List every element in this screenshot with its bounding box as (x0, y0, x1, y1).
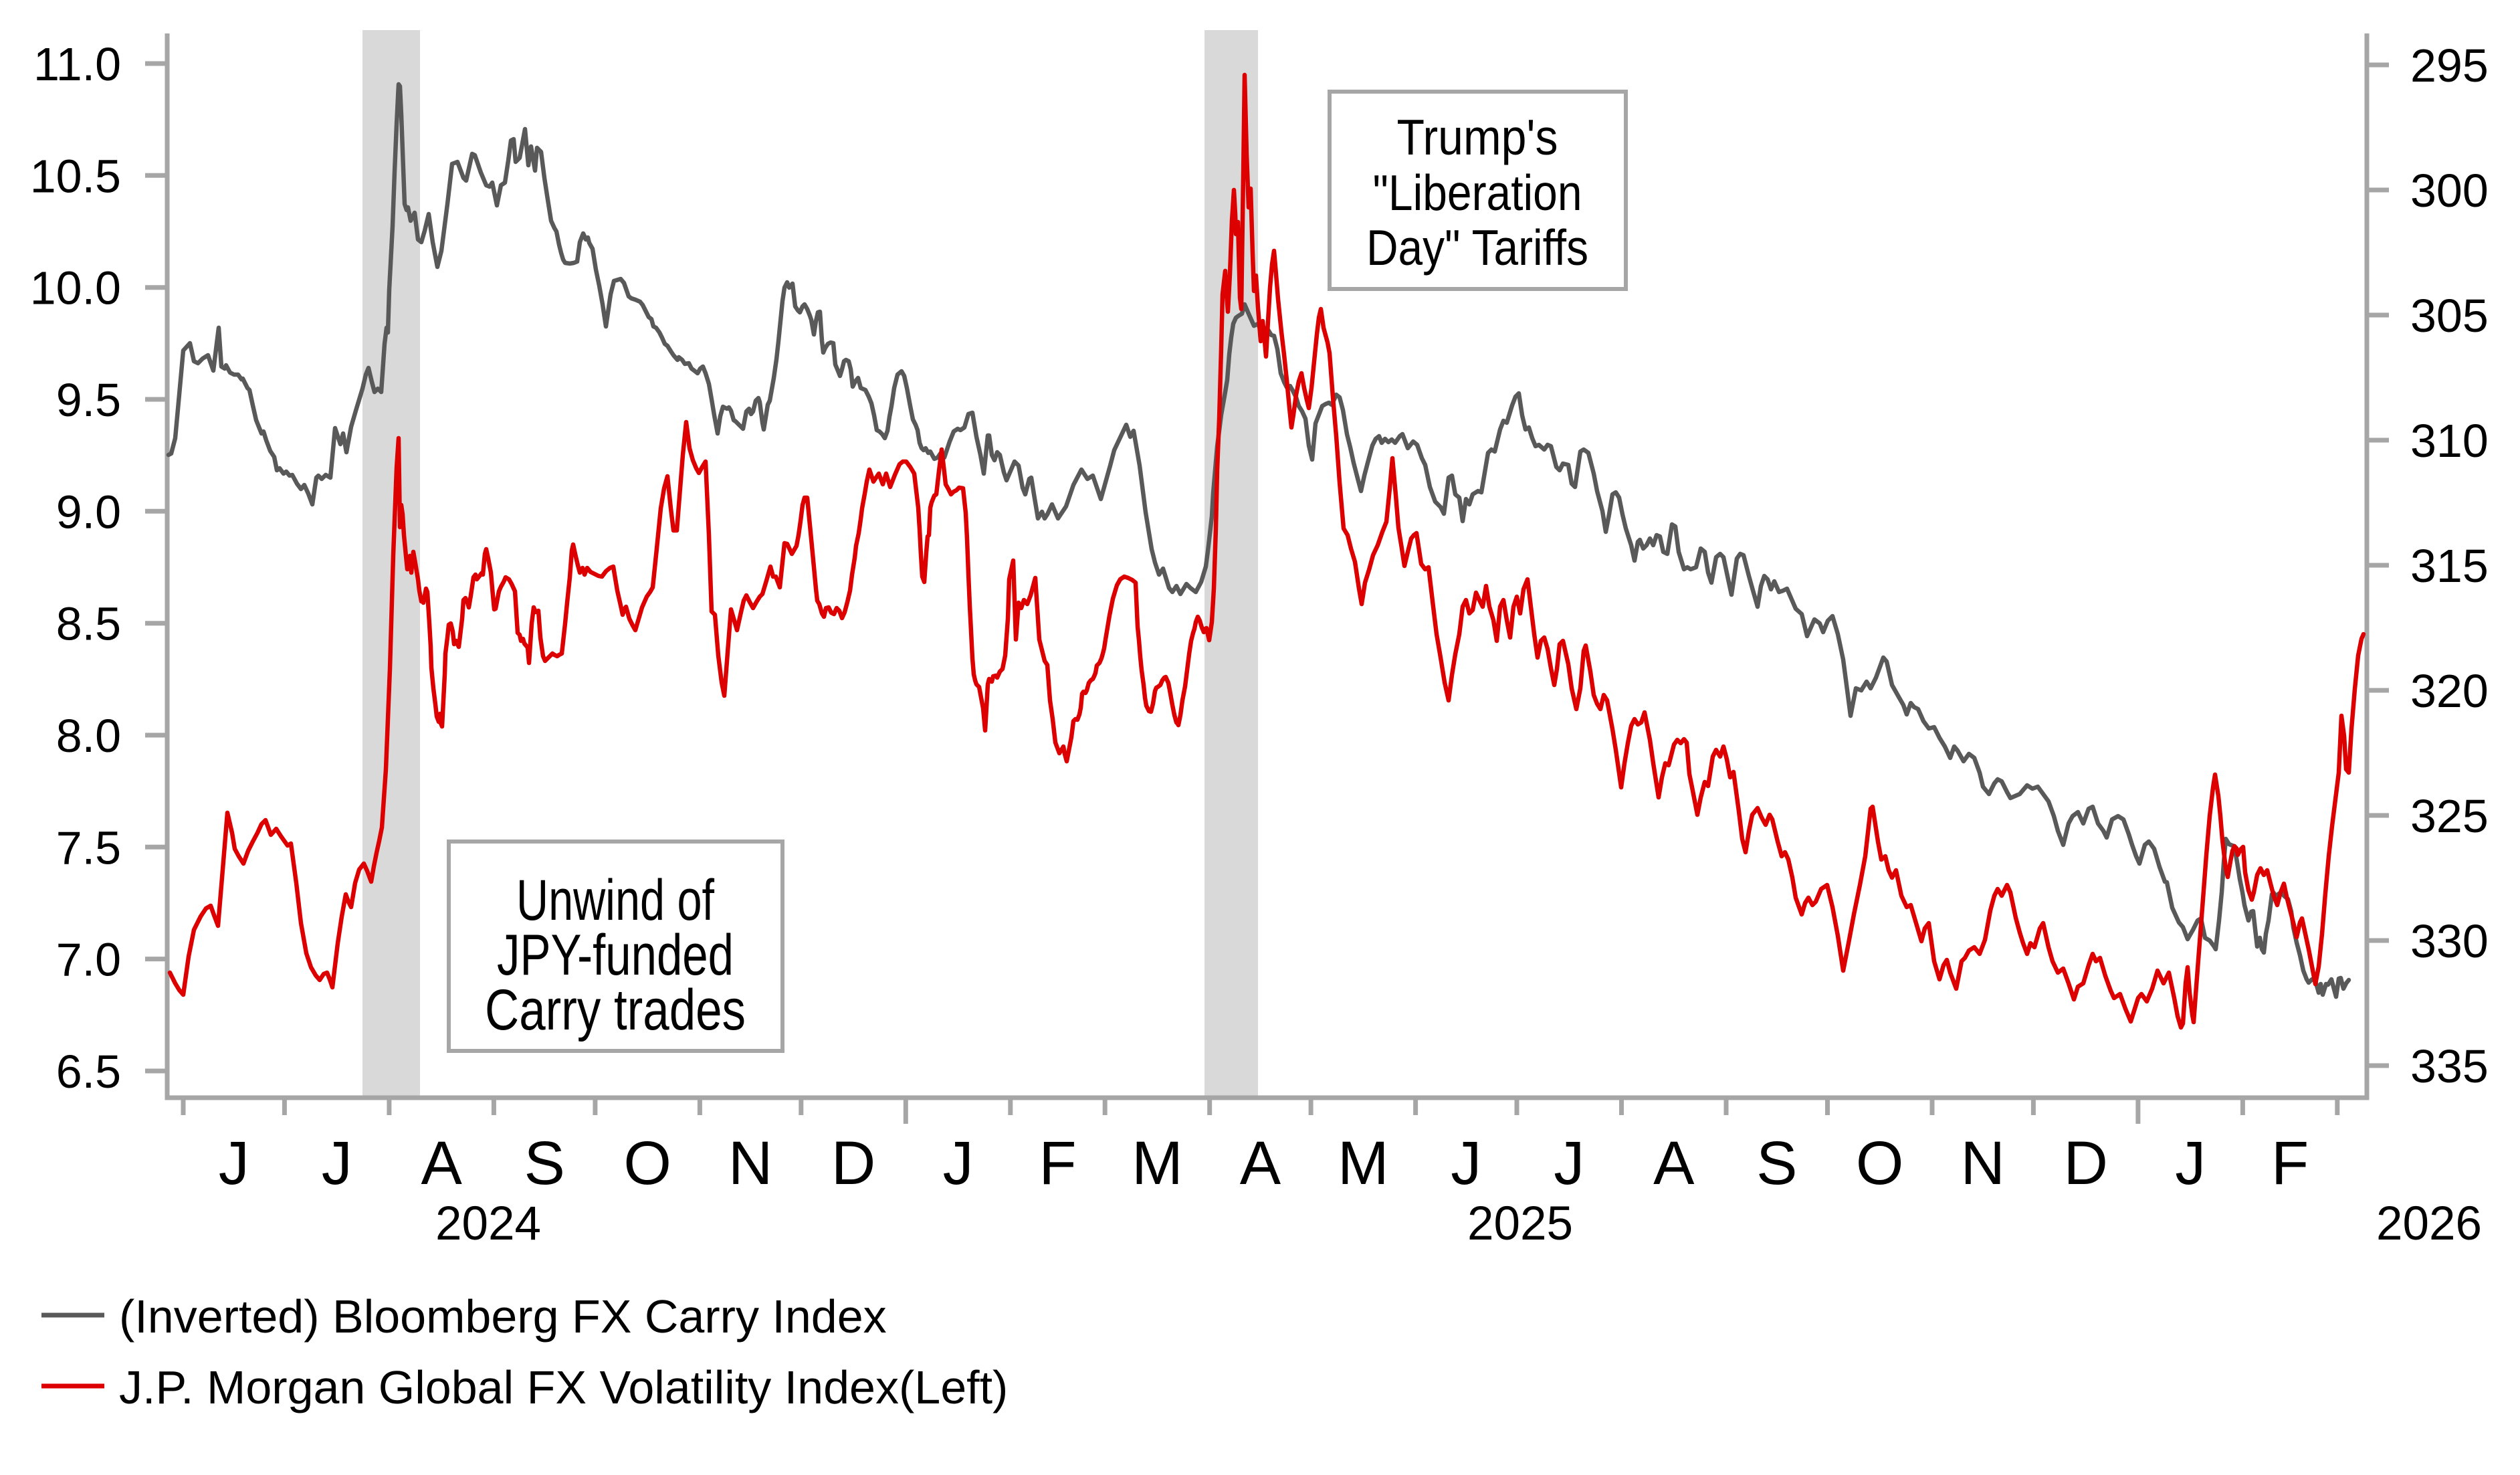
svg-text:9.5: 9.5 (56, 374, 121, 426)
svg-text:J: J (322, 1129, 352, 1197)
svg-text:(Inverted) Bloomberg FX Carry: (Inverted) Bloomberg FX Carry Index (119, 1290, 887, 1343)
svg-text:11.0: 11.0 (33, 38, 121, 90)
svg-text:M: M (1338, 1129, 1389, 1197)
svg-text:N: N (1960, 1129, 2004, 1197)
svg-text:295: 295 (2410, 39, 2489, 92)
svg-text:8.5: 8.5 (56, 598, 121, 650)
svg-text:D: D (831, 1129, 875, 1197)
svg-text:Trump's: Trump's (1397, 109, 1558, 165)
svg-text:S: S (1756, 1129, 1797, 1197)
svg-text:330: 330 (2410, 915, 2489, 967)
svg-text:O: O (623, 1129, 671, 1197)
svg-text:A: A (1653, 1129, 1695, 1197)
svg-text:Day" Tariffs: Day" Tariffs (1366, 219, 1588, 276)
svg-text:JPY-funded: JPY-funded (497, 923, 734, 987)
svg-text:320: 320 (2410, 665, 2489, 717)
svg-text:2024: 2024 (435, 1197, 541, 1250)
svg-text:D: D (2063, 1129, 2107, 1197)
svg-text:J: J (1451, 1129, 1481, 1197)
svg-text:J.P. Morgan Global FX Volatili: J.P. Morgan Global FX Volatility Index(L… (119, 1361, 1008, 1413)
svg-text:300: 300 (2410, 165, 2489, 217)
svg-text:F: F (2271, 1129, 2309, 1197)
svg-text:A: A (1240, 1129, 1281, 1197)
svg-text:J: J (1554, 1129, 1584, 1197)
svg-text:335: 335 (2410, 1040, 2489, 1092)
svg-text:9.0: 9.0 (56, 486, 121, 538)
svg-text:M: M (1132, 1129, 1183, 1197)
svg-text:305: 305 (2410, 290, 2489, 342)
svg-text:2025: 2025 (1467, 1197, 1573, 1250)
svg-text:325: 325 (2410, 790, 2489, 842)
svg-text:10.0: 10.0 (30, 262, 121, 314)
svg-text:J: J (219, 1129, 249, 1197)
svg-text:A: A (421, 1129, 463, 1197)
svg-text:F: F (1039, 1129, 1076, 1197)
svg-text:310: 310 (2410, 415, 2489, 467)
svg-text:J: J (943, 1129, 974, 1197)
svg-text:8.0: 8.0 (56, 710, 121, 762)
svg-text:"Liberation: "Liberation (1373, 165, 1582, 221)
svg-text:J: J (2175, 1129, 2206, 1197)
svg-text:7.0: 7.0 (56, 934, 121, 986)
svg-text:O: O (1856, 1129, 1904, 1197)
svg-text:7.5: 7.5 (56, 821, 121, 874)
svg-text:S: S (524, 1129, 565, 1197)
svg-text:2026: 2026 (2376, 1197, 2482, 1250)
svg-text:Unwind of: Unwind of (516, 868, 715, 932)
svg-text:10.5: 10.5 (30, 150, 121, 202)
svg-text:6.5: 6.5 (56, 1046, 121, 1098)
svg-text:Carry trades: Carry trades (485, 978, 746, 1042)
svg-text:315: 315 (2410, 540, 2489, 592)
svg-text:N: N (728, 1129, 772, 1197)
